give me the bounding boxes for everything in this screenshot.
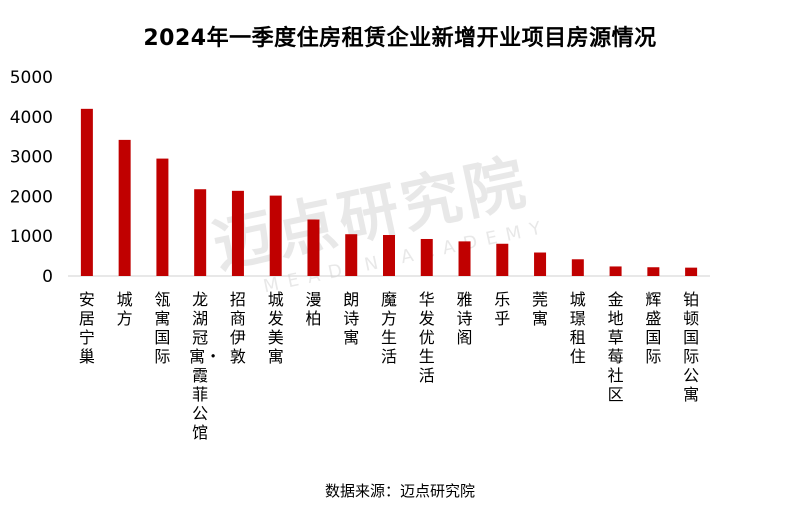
bar <box>307 219 320 276</box>
bar <box>156 158 169 276</box>
bar <box>647 267 660 276</box>
x-tick-label: 雅诗阁 <box>456 290 473 347</box>
x-tick-label: 城璟租住 <box>569 290 586 366</box>
bar <box>383 235 395 276</box>
x-tick-label: 瓴寓国际 <box>154 290 171 366</box>
y-tick-label: 0 <box>42 267 53 287</box>
x-tick-label: 城发美寓 <box>267 290 284 366</box>
x-tick-label: 魔方生活 <box>380 290 397 366</box>
bar <box>534 252 547 276</box>
y-tick-label: 5000 <box>10 68 53 88</box>
x-tick-label: 城方 <box>116 290 133 328</box>
x-tick-label: 安居宁巢 <box>78 290 95 366</box>
y-axis: 0 1000 2000 3000 4000 5000 <box>10 68 53 287</box>
bar <box>420 238 433 276</box>
y-tick-label: 2000 <box>10 187 53 207</box>
bar <box>194 189 207 276</box>
bar <box>231 190 244 276</box>
bar <box>118 139 131 276</box>
x-tick-label: 龙湖冠寓・霞菲公馆 <box>189 290 222 442</box>
chart-title: 2024年一季度住房租赁企业新增开业项目房源情况 <box>143 26 657 51</box>
y-tick-label: 1000 <box>10 227 53 247</box>
x-tick-label: 华发优生活 <box>418 290 435 385</box>
source-note: 数据来源：迈点研究院 <box>324 482 475 500</box>
bars <box>80 108 698 276</box>
x-tick-label: 乐乎 <box>494 290 511 328</box>
x-tick-label: 漫柏 <box>305 290 322 328</box>
bar <box>345 234 358 276</box>
x-tick-label: 辉盛国际 <box>645 290 662 366</box>
x-tick-label: 招商伊敦 <box>229 290 246 366</box>
bar <box>458 241 471 276</box>
bar <box>571 259 584 276</box>
bar <box>496 243 509 276</box>
bar <box>269 195 282 276</box>
bar <box>80 108 93 276</box>
y-tick-label: 4000 <box>10 108 53 128</box>
bar <box>685 267 698 276</box>
bar <box>609 266 622 276</box>
x-tick-label: 莞寓 <box>532 290 549 328</box>
x-tick-label: 铂顿国际公寓 <box>683 290 700 404</box>
x-tick-label: 朗诗寓 <box>343 290 360 347</box>
x-tick-label: 金地草莓社区 <box>607 290 624 404</box>
y-tick-label: 3000 <box>10 148 53 168</box>
